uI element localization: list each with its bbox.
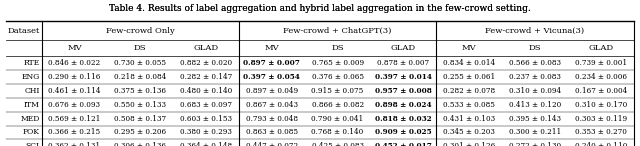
Text: 0.447 ± 0.072: 0.447 ± 0.072 xyxy=(246,142,298,146)
Text: 0.413 ± 0.120: 0.413 ± 0.120 xyxy=(509,101,561,109)
Text: ITM: ITM xyxy=(24,101,40,109)
Text: DS: DS xyxy=(332,44,344,52)
Text: MV: MV xyxy=(264,44,279,52)
Text: 0.364 ± 0.148: 0.364 ± 0.148 xyxy=(180,142,232,146)
Text: 0.480 ± 0.140: 0.480 ± 0.140 xyxy=(180,87,232,95)
Text: Few-crowd + ChatGPT(3): Few-crowd + ChatGPT(3) xyxy=(284,27,392,35)
Text: 0.882 ± 0.020: 0.882 ± 0.020 xyxy=(180,59,232,67)
Text: 0.167 ± 0.004: 0.167 ± 0.004 xyxy=(575,87,627,95)
Text: 0.878 ± 0.007: 0.878 ± 0.007 xyxy=(378,59,429,67)
Text: 0.508 ± 0.137: 0.508 ± 0.137 xyxy=(114,115,166,123)
Text: 0.397 ± 0.054: 0.397 ± 0.054 xyxy=(243,73,300,81)
Text: 0.765 ± 0.009: 0.765 ± 0.009 xyxy=(312,59,364,67)
Text: 0.301 ± 0.126: 0.301 ± 0.126 xyxy=(443,142,495,146)
Text: Few-crowd + Vicuna(3): Few-crowd + Vicuna(3) xyxy=(485,27,584,35)
Text: 0.431 ± 0.103: 0.431 ± 0.103 xyxy=(443,115,495,123)
Text: 0.867 ± 0.043: 0.867 ± 0.043 xyxy=(246,101,298,109)
Text: 0.310 ± 0.170: 0.310 ± 0.170 xyxy=(575,101,627,109)
Text: 0.603 ± 0.153: 0.603 ± 0.153 xyxy=(180,115,232,123)
Text: 0.240 ± 0.110: 0.240 ± 0.110 xyxy=(575,142,627,146)
Text: 0.366 ± 0.215: 0.366 ± 0.215 xyxy=(49,128,100,137)
Text: 0.290 ± 0.116: 0.290 ± 0.116 xyxy=(48,73,100,81)
Text: GLAD: GLAD xyxy=(391,44,416,52)
Text: 0.376 ± 0.065: 0.376 ± 0.065 xyxy=(312,73,364,81)
Text: 0.909 ± 0.025: 0.909 ± 0.025 xyxy=(375,128,432,137)
Text: 0.834 ± 0.014: 0.834 ± 0.014 xyxy=(443,59,495,67)
Text: 0.395 ± 0.143: 0.395 ± 0.143 xyxy=(509,115,561,123)
Text: 0.730 ± 0.055: 0.730 ± 0.055 xyxy=(115,59,166,67)
Text: 0.345 ± 0.203: 0.345 ± 0.203 xyxy=(444,128,495,137)
Text: MED: MED xyxy=(20,115,40,123)
Text: 0.282 ± 0.078: 0.282 ± 0.078 xyxy=(443,87,495,95)
Text: 0.818 ± 0.032: 0.818 ± 0.032 xyxy=(375,115,432,123)
Text: DS: DS xyxy=(134,44,147,52)
Text: GLAD: GLAD xyxy=(193,44,219,52)
Text: Dataset: Dataset xyxy=(8,27,40,35)
Text: 0.375 ± 0.136: 0.375 ± 0.136 xyxy=(115,87,166,95)
Text: 0.461 ± 0.114: 0.461 ± 0.114 xyxy=(48,87,100,95)
Text: 0.550 ± 0.133: 0.550 ± 0.133 xyxy=(115,101,166,109)
Text: GLAD: GLAD xyxy=(588,44,613,52)
Text: 0.452 ± 0.017: 0.452 ± 0.017 xyxy=(375,142,432,146)
Text: MV: MV xyxy=(462,44,476,52)
Text: MV: MV xyxy=(67,44,82,52)
Text: 0.353 ± 0.270: 0.353 ± 0.270 xyxy=(575,128,627,137)
Text: 0.218 ± 0.084: 0.218 ± 0.084 xyxy=(114,73,166,81)
Text: 0.846 ± 0.022: 0.846 ± 0.022 xyxy=(49,59,100,67)
Text: 0.310 ± 0.094: 0.310 ± 0.094 xyxy=(509,87,561,95)
Text: Few-crowd Only: Few-crowd Only xyxy=(106,27,175,35)
Text: 0.897 ± 0.049: 0.897 ± 0.049 xyxy=(246,87,298,95)
Text: Table 4. Results of label aggregation and hybrid label aggregation in the few-cr: Table 4. Results of label aggregation an… xyxy=(109,4,531,13)
Text: 0.300 ± 0.211: 0.300 ± 0.211 xyxy=(509,128,561,137)
Text: 0.739 ± 0.001: 0.739 ± 0.001 xyxy=(575,59,627,67)
Text: ENG: ENG xyxy=(21,73,40,81)
Text: SCI: SCI xyxy=(26,142,40,146)
Text: Table 4. Results of label aggregation and hybrid label aggregation in the few-cr: Table 4. Results of label aggregation an… xyxy=(109,4,531,13)
Text: 0.793 ± 0.048: 0.793 ± 0.048 xyxy=(246,115,298,123)
Text: CHI: CHI xyxy=(24,87,40,95)
Text: 0.676 ± 0.093: 0.676 ± 0.093 xyxy=(49,101,100,109)
Text: 0.897 ± 0.007: 0.897 ± 0.007 xyxy=(243,59,300,67)
Text: 0.566 ± 0.083: 0.566 ± 0.083 xyxy=(509,59,561,67)
Text: 0.768 ± 0.140: 0.768 ± 0.140 xyxy=(312,128,364,137)
Text: 0.425 ± 0.083: 0.425 ± 0.083 xyxy=(312,142,364,146)
Text: 0.306 ± 0.136: 0.306 ± 0.136 xyxy=(115,142,166,146)
Text: 0.303 ± 0.119: 0.303 ± 0.119 xyxy=(575,115,627,123)
Text: 0.957 ± 0.008: 0.957 ± 0.008 xyxy=(375,87,432,95)
Text: DS: DS xyxy=(529,44,541,52)
Text: 0.397 ± 0.014: 0.397 ± 0.014 xyxy=(375,73,432,81)
Text: 0.380 ± 0.293: 0.380 ± 0.293 xyxy=(180,128,232,137)
Text: POK: POK xyxy=(22,128,40,137)
Text: 0.255 ± 0.061: 0.255 ± 0.061 xyxy=(443,73,495,81)
Text: 0.915 ± 0.075: 0.915 ± 0.075 xyxy=(312,87,364,95)
Text: 0.272 ± 0.130: 0.272 ± 0.130 xyxy=(509,142,561,146)
Text: 0.234 ± 0.006: 0.234 ± 0.006 xyxy=(575,73,627,81)
Text: 0.237 ± 0.083: 0.237 ± 0.083 xyxy=(509,73,561,81)
Text: 0.569 ± 0.121: 0.569 ± 0.121 xyxy=(48,115,100,123)
Text: 0.790 ± 0.041: 0.790 ± 0.041 xyxy=(312,115,364,123)
Text: 0.282 ± 0.147: 0.282 ± 0.147 xyxy=(180,73,232,81)
Text: 0.362 ± 0.131: 0.362 ± 0.131 xyxy=(49,142,100,146)
Text: 0.898 ± 0.024: 0.898 ± 0.024 xyxy=(375,101,432,109)
Text: 0.683 ± 0.097: 0.683 ± 0.097 xyxy=(180,101,232,109)
Text: RTE: RTE xyxy=(24,59,40,67)
Text: 0.863 ± 0.085: 0.863 ± 0.085 xyxy=(246,128,298,137)
Text: 0.533 ± 0.085: 0.533 ± 0.085 xyxy=(444,101,495,109)
Text: 0.295 ± 0.206: 0.295 ± 0.206 xyxy=(114,128,166,137)
Text: 0.866 ± 0.082: 0.866 ± 0.082 xyxy=(312,101,364,109)
